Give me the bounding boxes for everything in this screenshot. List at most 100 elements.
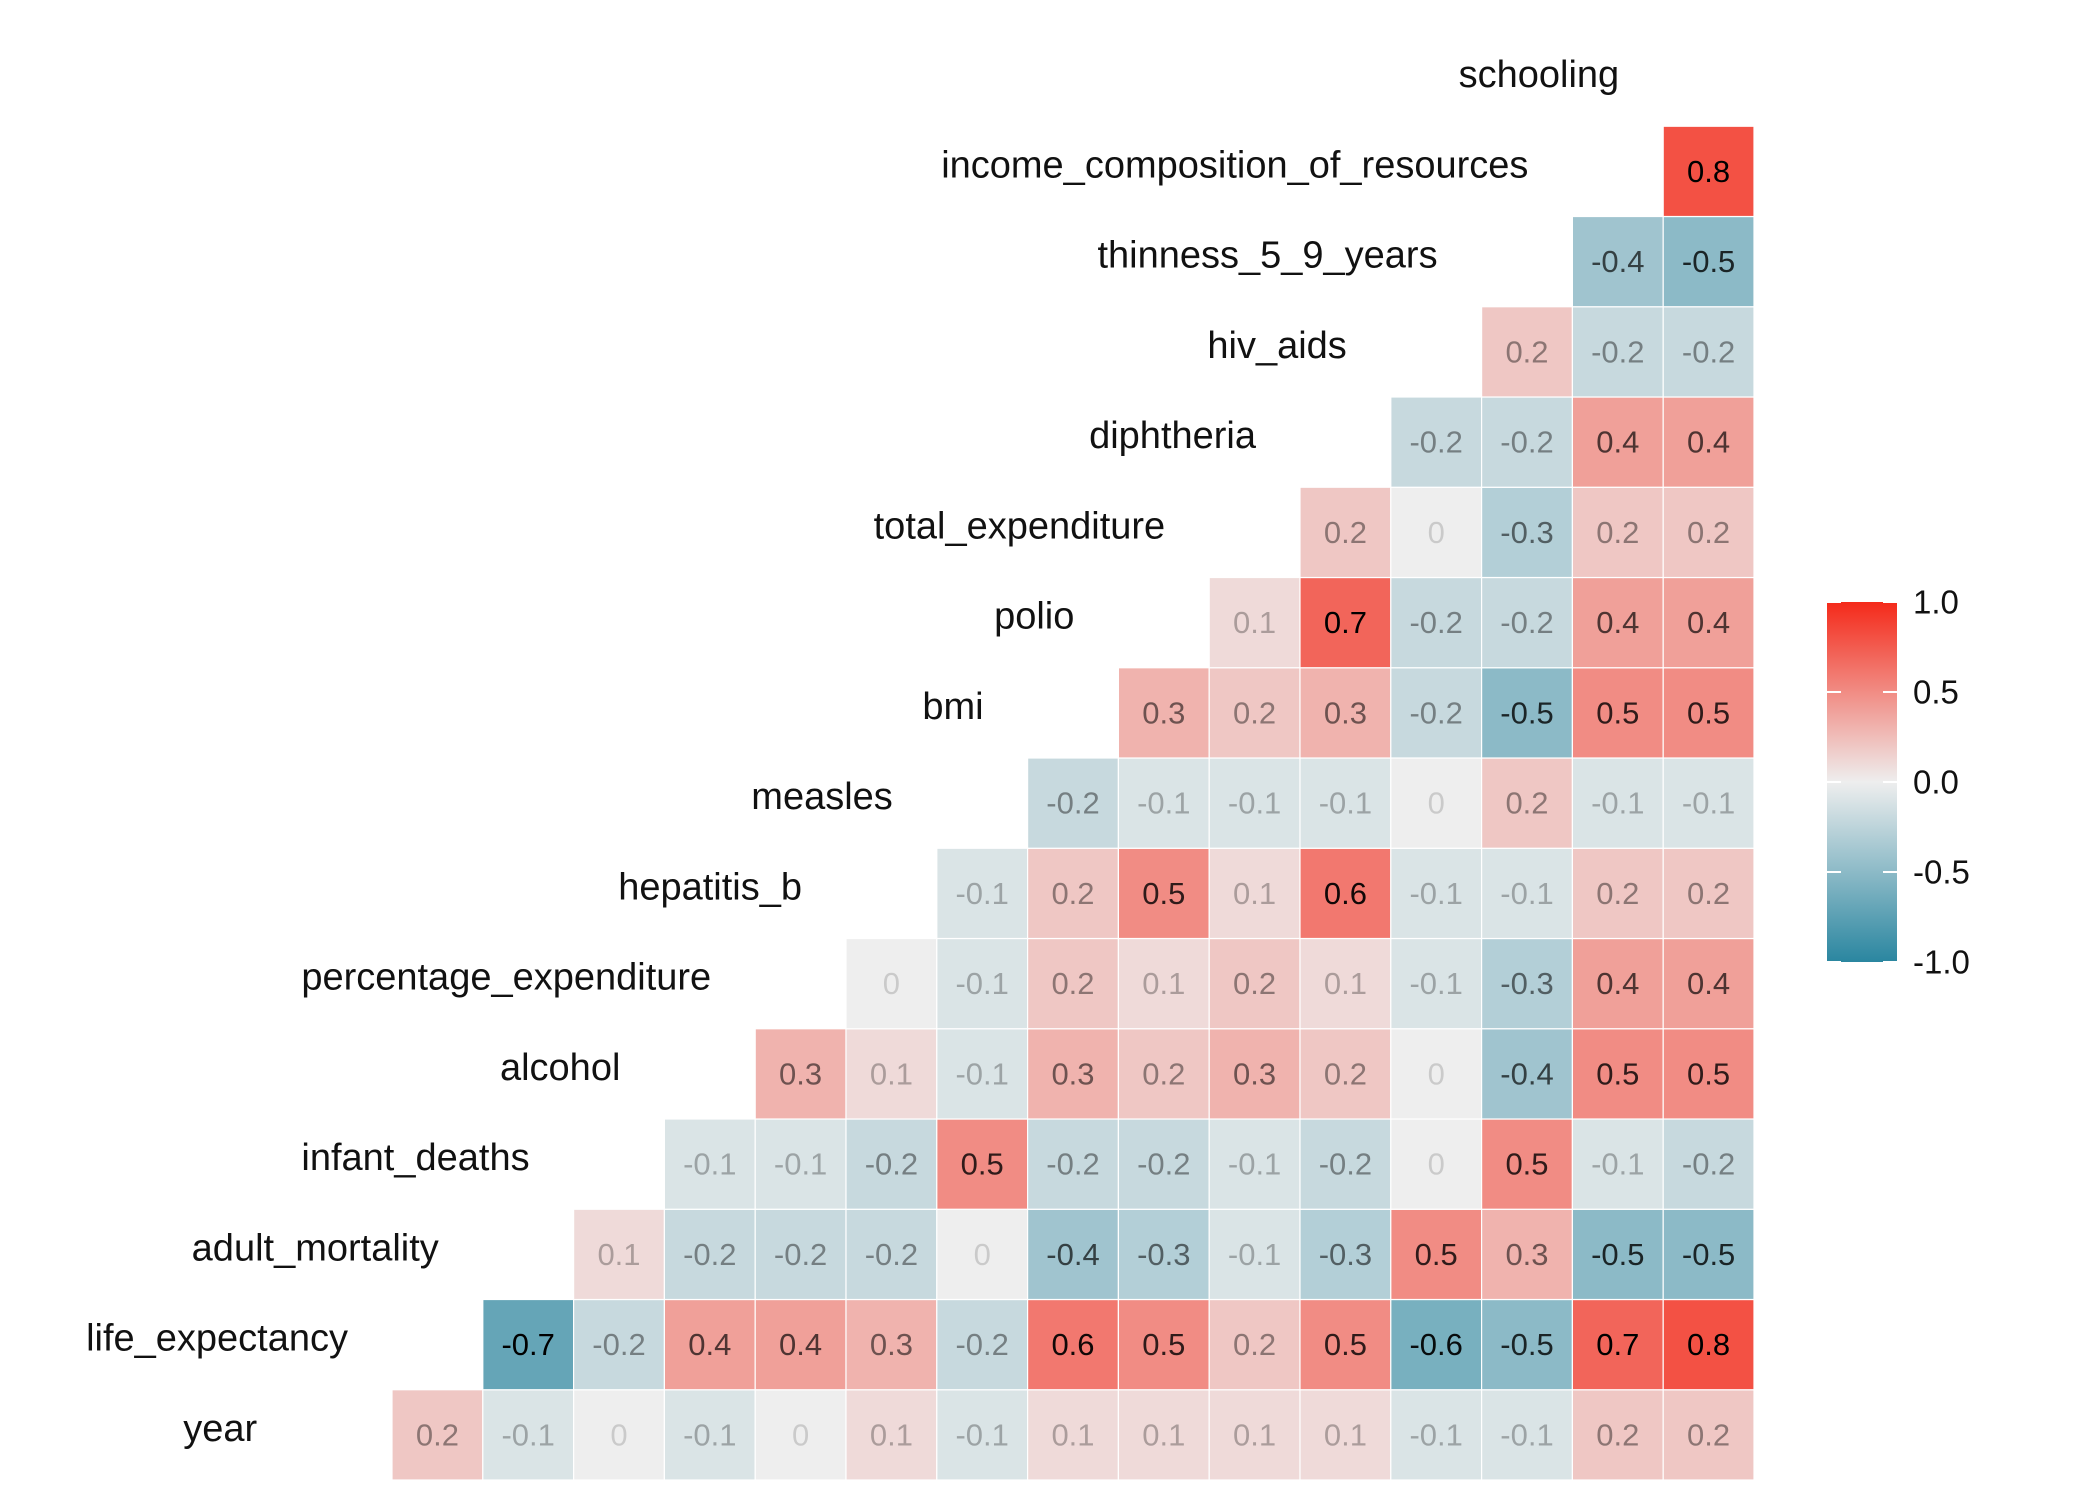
legend-tick-label: -0.5 xyxy=(1913,854,1970,891)
heatmap-cell-value: 0.5 xyxy=(1415,1237,1458,1272)
heatmap-cell-value: -0.1 xyxy=(1319,786,1372,821)
heatmap-cell xyxy=(1299,937,1392,1030)
heatmap-cell-value: 0.3 xyxy=(1233,1056,1276,1091)
heatmap-cell-value: 0.3 xyxy=(1324,695,1367,730)
heatmap-cell-value: -0.2 xyxy=(865,1237,918,1272)
heatmap-cell-value: -0.2 xyxy=(1409,605,1462,640)
heatmap-cell-value: 0.2 xyxy=(1687,1417,1730,1452)
heatmap-cell-value: 0.4 xyxy=(1687,425,1730,460)
heatmap-cell-value: 0.5 xyxy=(961,1147,1004,1182)
heatmap-cell xyxy=(391,1389,484,1481)
heatmap-cell-value: 0 xyxy=(974,1237,991,1272)
heatmap-cell-value: 0.3 xyxy=(1142,695,1185,730)
heatmap-cell-value: -0.2 xyxy=(1046,786,1099,821)
heatmap-cell xyxy=(1390,576,1483,669)
heatmap-cell xyxy=(1571,847,1664,940)
heatmap-cell-value: -0.1 xyxy=(683,1417,736,1452)
heatmap-cell-value: -0.2 xyxy=(1409,695,1462,730)
heatmap-cell xyxy=(1117,1389,1210,1481)
heatmap-cell-value: 0.2 xyxy=(1687,876,1730,911)
heatmap-cell-value: 0.4 xyxy=(1687,966,1730,1001)
heatmap-cell-value: -0.5 xyxy=(1591,1237,1644,1272)
heatmap-cell-value: -0.1 xyxy=(1137,786,1190,821)
heatmap-cell-value: 0.3 xyxy=(1051,1056,1094,1091)
heatmap-cell-value: 0.3 xyxy=(870,1327,913,1362)
heatmap-cell-value: 0.1 xyxy=(1324,966,1367,1001)
heatmap-cell-value: -0.1 xyxy=(955,876,1008,911)
variable-label: year xyxy=(183,1408,257,1450)
heatmap-cell-value: -0.1 xyxy=(1409,876,1462,911)
heatmap-cell xyxy=(1299,757,1392,849)
heatmap-cell-value: 0.5 xyxy=(1687,695,1730,730)
variable-label: infant_deaths xyxy=(301,1137,529,1179)
heatmap-cell xyxy=(1208,1389,1301,1481)
heatmap-cell xyxy=(1662,937,1755,1030)
heatmap-cell-value: -0.1 xyxy=(1682,786,1735,821)
heatmap-cell-value: 0.4 xyxy=(779,1327,822,1362)
heatmap-cell xyxy=(1208,576,1301,669)
legend-tick-label: 0.0 xyxy=(1913,764,1959,801)
variable-label: diphtheria xyxy=(1089,415,1257,457)
heatmap-cell xyxy=(1299,667,1392,759)
heatmap-cell xyxy=(1026,937,1119,1030)
heatmap-cell-value: -0.5 xyxy=(1682,244,1735,279)
heatmap-cell xyxy=(1026,1118,1119,1210)
heatmap-cell xyxy=(1571,1118,1664,1210)
heatmap-cell xyxy=(482,1298,575,1391)
heatmap-cell-value: -0.5 xyxy=(1500,695,1553,730)
heatmap-cell-value: 0 xyxy=(1428,1147,1445,1182)
heatmap-cell-value: -0.4 xyxy=(1591,244,1644,279)
heatmap-cell-value: 0.2 xyxy=(1233,1327,1276,1362)
heatmap-cell-value: 0.4 xyxy=(688,1327,731,1362)
heatmap-cell-value: -0.1 xyxy=(1228,1147,1281,1182)
heatmap-cell-value: 0.4 xyxy=(1596,966,1639,1001)
variable-label: thinness_5_9_years xyxy=(1097,235,1437,277)
heatmap-cell-value: -0.1 xyxy=(774,1147,827,1182)
heatmap-cell xyxy=(1299,1118,1392,1210)
heatmap-cell-value: 0.1 xyxy=(1233,876,1276,911)
heatmap-cell-value: 0.2 xyxy=(1051,876,1094,911)
heatmap-cell xyxy=(1480,667,1573,759)
heatmap-cell xyxy=(1571,1298,1664,1391)
heatmap-cell-value: 0.3 xyxy=(779,1056,822,1091)
heatmap-cell-value: -0.2 xyxy=(1409,425,1462,460)
heatmap-cell xyxy=(1208,1118,1301,1210)
heatmap-cell-value: -0.4 xyxy=(1500,1056,1553,1091)
heatmap-cell xyxy=(1299,1298,1392,1391)
heatmap-cell-value: -0.1 xyxy=(1228,1237,1281,1272)
heatmap-cell xyxy=(1117,667,1210,759)
variable-label: percentage_expenditure xyxy=(301,957,711,999)
heatmap-cell xyxy=(936,1028,1029,1120)
heatmap-cell xyxy=(482,1389,575,1481)
heatmap-cell xyxy=(754,1389,847,1481)
heatmap-cell xyxy=(1026,1208,1119,1301)
heatmap-cell-value: 0.2 xyxy=(1596,876,1639,911)
heatmap-cell-value: 0.6 xyxy=(1324,876,1367,911)
variable-label: hepatitis_b xyxy=(618,866,802,908)
heatmap-cell xyxy=(1026,757,1119,849)
heatmap-cell-value: -0.1 xyxy=(955,966,1008,1001)
heatmap-cell xyxy=(1299,1028,1392,1120)
variable-labels-layer: year life_expectancy adult_mortality infant… xyxy=(86,54,1619,1450)
heatmap-cell-value: 0.2 xyxy=(1505,334,1548,369)
variable-label: measles xyxy=(751,776,893,818)
heatmap-cell-value: 0 xyxy=(883,966,900,1001)
heatmap-cell xyxy=(1117,1118,1210,1210)
heatmap-cell xyxy=(663,1118,756,1210)
heatmap-cell-value: 0.2 xyxy=(416,1417,459,1452)
heatmap-cell-value: -0.6 xyxy=(1409,1327,1462,1362)
heatmap-cell xyxy=(1390,486,1483,579)
heatmap-cell xyxy=(1299,1208,1392,1301)
heatmap-cell-value: -0.2 xyxy=(955,1327,1008,1362)
heatmap-cell-value: -0.4 xyxy=(1046,1237,1099,1272)
variable-label: bmi xyxy=(922,686,983,728)
heatmap-cell xyxy=(1480,486,1573,579)
heatmap-cell-value: 0.1 xyxy=(1233,1417,1276,1452)
heatmap-cell xyxy=(1208,847,1301,940)
heatmap-cell-value: -0.1 xyxy=(1591,786,1644,821)
heatmap-cell xyxy=(845,1118,938,1210)
heatmap-cell-value: 0.5 xyxy=(1324,1327,1367,1362)
heatmap-cell-value: 0 xyxy=(1428,515,1445,550)
variable-label: polio xyxy=(994,596,1074,638)
